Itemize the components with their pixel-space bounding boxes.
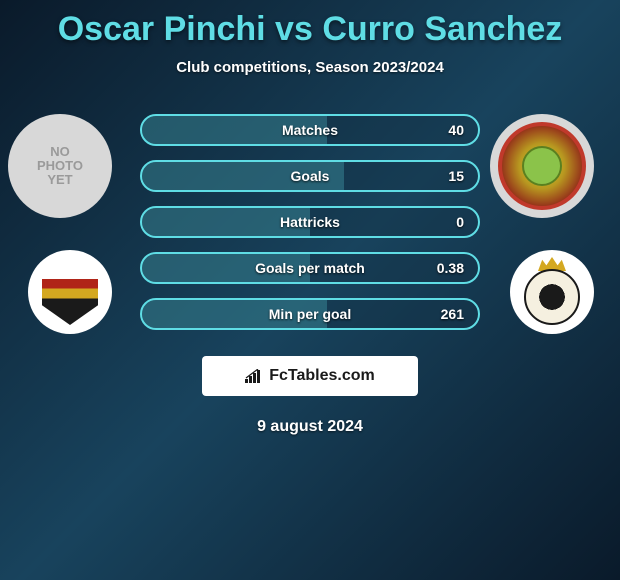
stat-label: Goals [291,168,330,184]
stat-bar-hattricks: Hattricks 0 [140,206,480,238]
stat-label: Matches [282,122,338,138]
stat-label: Min per goal [269,306,351,322]
stat-bar-matches: Matches 40 [140,114,480,146]
barchart-icon [245,369,263,383]
stat-value: 40 [448,122,464,138]
club-badge-right [510,250,594,334]
date-text: 9 august 2024 [0,418,620,436]
stat-value: 261 [441,306,464,322]
comparison-content: NO PHOTO YET Matches 40 Goals 15 [0,106,620,356]
player-photo-right [490,114,594,218]
stat-value: 0.38 [437,260,464,276]
branding-text: FcTables.com [269,367,375,385]
no-photo-line: YET [37,173,83,187]
shield-left-icon [42,259,98,325]
federation-inner-icon [522,146,562,186]
stat-label: Hattricks [280,214,340,230]
stat-bar-goals-per-match: Goals per match 0.38 [140,252,480,284]
no-photo-placeholder: NO PHOTO YET [37,145,83,188]
shield-right-body-icon [524,269,580,325]
page-subtitle: Club competitions, Season 2023/2024 [0,59,620,76]
club-badge-left [28,250,112,334]
no-photo-line: NO [37,145,83,159]
stat-value: 0 [456,214,464,230]
stat-value: 15 [448,168,464,184]
page-title: Oscar Pinchi vs Curro Sanchez [0,0,620,49]
stats-column: Matches 40 Goals 15 Hattricks 0 Goals pe… [140,114,480,344]
stat-label: Goals per match [255,260,365,276]
no-photo-line: PHOTO [37,159,83,173]
player-photo-left: NO PHOTO YET [8,114,112,218]
stat-bar-goals: Goals 15 [140,160,480,192]
federation-badge-icon [498,122,586,210]
shield-right-icon [522,259,582,325]
stat-bar-min-per-goal: Min per goal 261 [140,298,480,330]
branding-box: FcTables.com [202,356,418,396]
